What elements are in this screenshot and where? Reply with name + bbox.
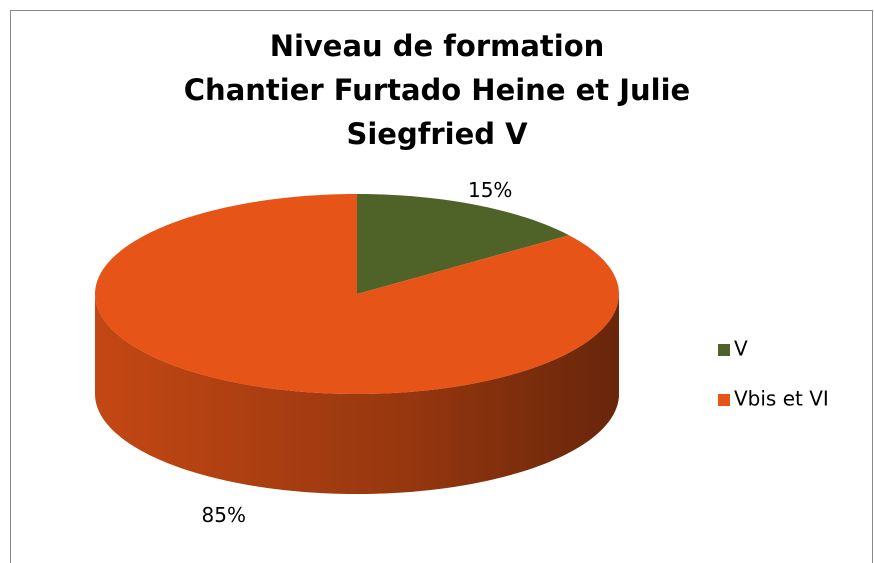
data-label: 15% [468, 178, 512, 202]
chart-title: Chantier Furtado Heine et Julie [184, 73, 690, 107]
legend-label: Vbis et VI [734, 387, 829, 411]
data-label: 85% [202, 503, 246, 527]
pie-slice [357, 194, 569, 294]
chart-title: Siegfried V [346, 117, 528, 151]
pie-slice [95, 194, 619, 394]
chart-title: Niveau de formation [270, 29, 605, 63]
legend-swatch [718, 394, 730, 406]
legend-label: V [734, 337, 748, 361]
legend-swatch [718, 344, 730, 356]
